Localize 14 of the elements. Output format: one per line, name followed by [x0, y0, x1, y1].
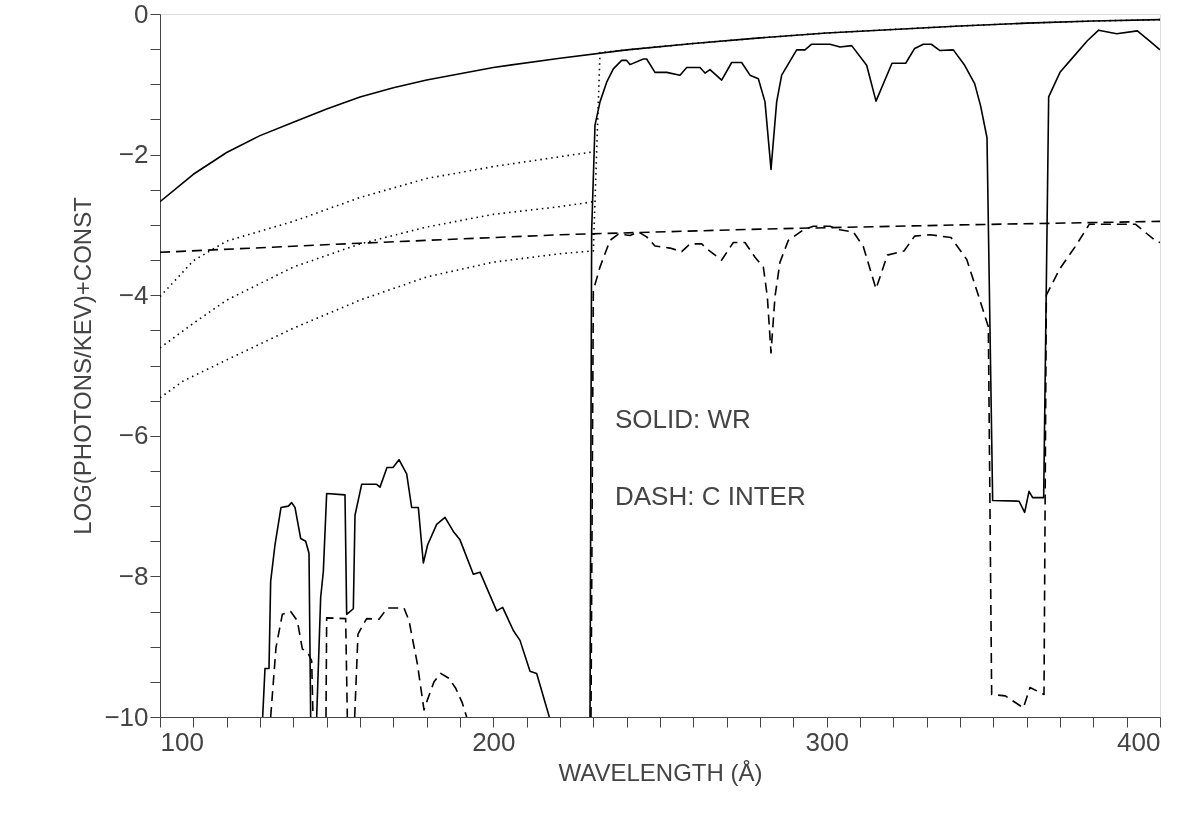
- annotation: DASH: C INTER: [615, 481, 806, 511]
- y-tick-label: −8: [118, 560, 149, 591]
- x-axis-title: WAVELENGTH (Å): [558, 758, 763, 786]
- y-axis-title: LOG(PHOTONS/KEV)+CONST: [69, 196, 97, 535]
- y-tick-label: −4: [118, 279, 149, 310]
- y-tick-label: −6: [118, 420, 149, 451]
- y-tick-label: 0: [134, 0, 149, 29]
- x-tick-label: 400: [1117, 726, 1161, 757]
- x-tick-label: 100: [160, 726, 204, 757]
- y-tick-label: −2: [118, 139, 149, 170]
- x-tick-label: 200: [472, 726, 516, 757]
- annotation: SOLID: WR: [615, 404, 751, 434]
- x-tick-label: 300: [805, 726, 849, 757]
- y-tick-label: −10: [104, 701, 149, 732]
